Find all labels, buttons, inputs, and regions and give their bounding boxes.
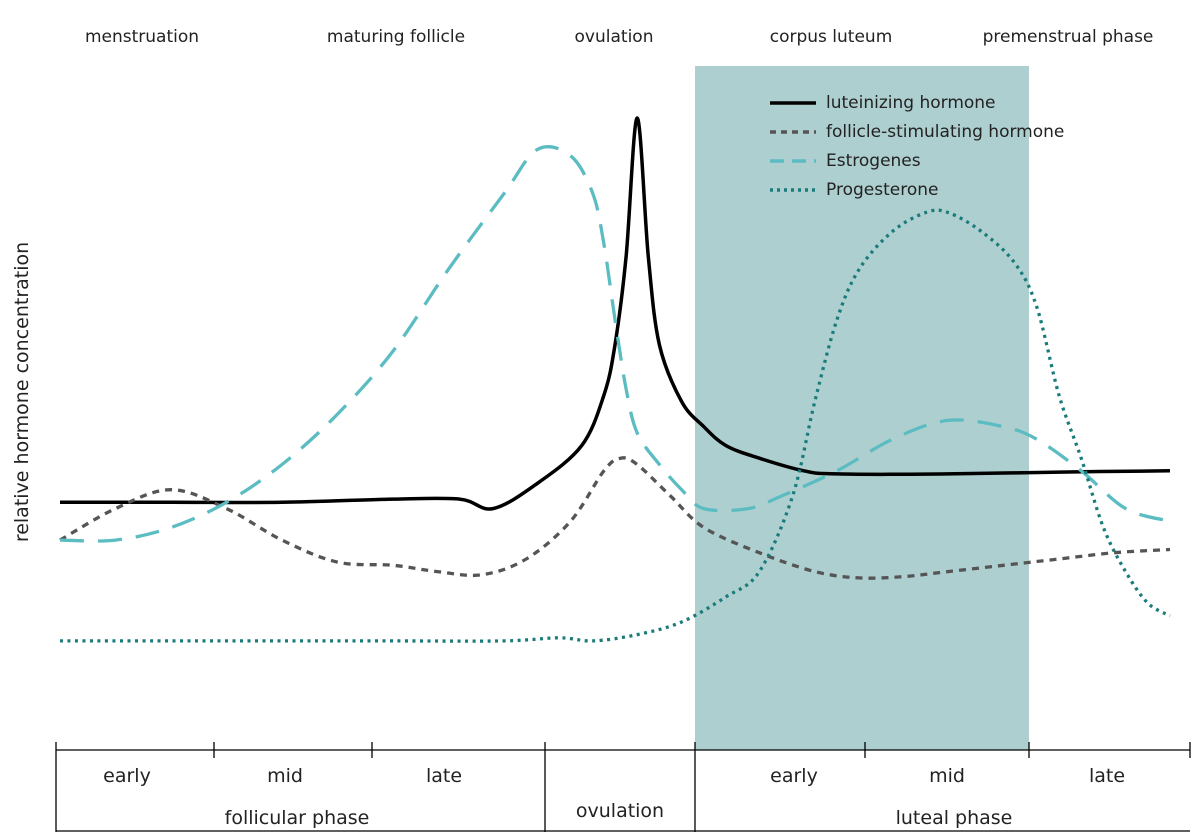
legend-item: luteinizing hormone (770, 88, 1064, 117)
series-line-progesterone (60, 208, 1171, 643)
series-line-luteinizing-hormone (60, 116, 1171, 511)
legend-item: Estrogenes (770, 146, 1064, 175)
subphase-label: early (103, 765, 151, 787)
subphase-label: late (426, 765, 462, 787)
legend-label: luteinizing hormone (826, 92, 996, 113)
phase-label-luteal: luteal phase (896, 807, 1013, 829)
timeline-axis (55, 742, 1191, 832)
series-line-estrogenes (59, 145, 1171, 543)
stage-label-maturing-follicle: maturing follicle (326, 27, 466, 47)
stage-label-ovulation: ovulation (574, 27, 654, 47)
stage-label-premenstrual: premenstrual phase (982, 27, 1154, 47)
subphase-label: late (1089, 765, 1125, 787)
series-line-follicle-stimulating-hormone (59, 456, 1171, 580)
legend-label: follicle-stimulating hormone (826, 121, 1065, 142)
phase-label-follicular: follicular phase (225, 807, 370, 829)
stage-label-corpus-luteum: corpus luteum (769, 27, 893, 47)
y-axis-label: relative hormone concentration (11, 241, 33, 543)
stage-label-menstruation: menstruation (84, 27, 200, 47)
legend-swatch-estrogen (770, 158, 816, 163)
legend-swatch-progesterone (770, 187, 816, 192)
subphase-label: early (770, 765, 818, 787)
legend-swatch-lh (770, 100, 816, 105)
legend-item: follicle-stimulating hormone (770, 117, 1064, 146)
legend-swatch-fsh (770, 129, 816, 134)
legend-label: Estrogenes (826, 150, 921, 171)
legend-item: Progesterone (770, 175, 1064, 204)
subphase-label: mid (267, 765, 303, 787)
legend-label: Progesterone (826, 179, 939, 200)
legend: luteinizing hormone follicle-stimulating… (770, 88, 1064, 204)
corpus-luteum-highlight (695, 66, 1029, 750)
phase-label-ovulation: ovulation (576, 800, 664, 822)
subphase-label: mid (929, 765, 965, 787)
